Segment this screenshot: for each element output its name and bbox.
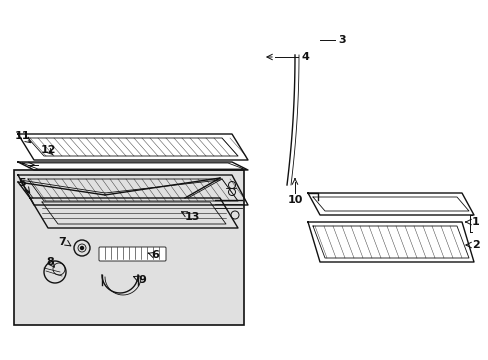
Circle shape bbox=[81, 247, 83, 249]
Text: 8: 8 bbox=[46, 257, 54, 267]
Text: 11: 11 bbox=[14, 131, 30, 141]
Text: 2: 2 bbox=[471, 240, 479, 250]
Text: 7: 7 bbox=[58, 237, 66, 247]
Text: 6: 6 bbox=[151, 250, 159, 260]
Text: 1: 1 bbox=[471, 217, 479, 227]
Text: 5: 5 bbox=[18, 178, 26, 188]
Text: 9: 9 bbox=[138, 275, 145, 285]
Text: 4: 4 bbox=[301, 52, 308, 62]
Bar bbox=[14, 170, 244, 325]
Text: 10: 10 bbox=[287, 195, 302, 205]
Text: 13: 13 bbox=[184, 212, 199, 222]
Text: 12: 12 bbox=[40, 145, 56, 155]
FancyBboxPatch shape bbox=[99, 247, 165, 261]
Text: 3: 3 bbox=[338, 35, 345, 45]
